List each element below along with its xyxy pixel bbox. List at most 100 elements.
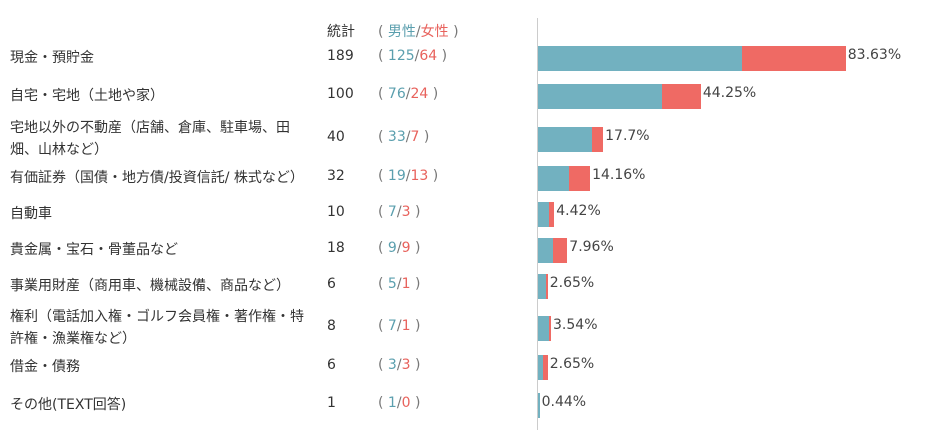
bar-segment	[661, 84, 701, 109]
paren: )	[423, 129, 430, 145]
sep: /	[405, 168, 411, 184]
paren: )	[432, 86, 439, 102]
paren: )	[453, 24, 459, 40]
bar-segment	[538, 316, 550, 341]
row-total: 100	[327, 86, 354, 102]
paren: (	[378, 318, 384, 334]
bar-segment	[538, 274, 547, 299]
row-label: その他(TEXT回答)	[10, 397, 127, 413]
sep: /	[405, 129, 411, 145]
row-split: ( 125/64 )	[378, 48, 447, 64]
bar-segment	[549, 202, 555, 227]
bar-segment	[538, 84, 662, 109]
bar-segment	[552, 238, 568, 263]
row-label: 自動車	[10, 206, 52, 222]
row-total: 40	[327, 129, 345, 145]
paren: (	[378, 129, 384, 145]
percent-label: 83.63%	[847, 47, 902, 63]
paren: )	[414, 357, 421, 373]
paren: (	[378, 240, 384, 256]
row-split: ( 76/24 )	[378, 86, 438, 102]
percent-label: 2.65%	[549, 356, 595, 372]
paren: )	[432, 168, 439, 184]
row-total: 189	[327, 48, 354, 64]
paren: (	[378, 276, 384, 292]
sep: /	[396, 395, 402, 411]
male-count: 5	[387, 276, 397, 292]
row-label: 貴金属・宝石・骨董品など	[10, 242, 178, 258]
axis-line	[537, 18, 538, 430]
row-total: 8	[327, 318, 336, 334]
male-count: 76	[387, 86, 406, 102]
row-label: 現金・預貯金	[10, 50, 94, 66]
paren: (	[378, 357, 384, 373]
row-split: ( 9/9 )	[378, 240, 420, 256]
legend-female: 女性	[420, 24, 449, 40]
paren: (	[378, 24, 384, 40]
sep: /	[415, 24, 421, 40]
female-count: 64	[419, 48, 438, 64]
row-label: 宅地以外の不動産（店舗、倉庫、駐車場、田畑、山林など）	[10, 120, 290, 158]
bar-segment	[538, 355, 543, 380]
row-label: 借金・債務	[10, 359, 80, 375]
paren: (	[378, 48, 384, 64]
row-split: ( 3/3 )	[378, 357, 420, 373]
paren: (	[378, 204, 384, 220]
female-count: 24	[410, 86, 429, 102]
row-label: 事業用財産（商用車、機械設備、商品など）	[10, 278, 290, 294]
female-count: 3	[401, 204, 411, 220]
bar-segment	[568, 166, 591, 191]
row-split: ( 7/1 )	[378, 318, 420, 334]
male-count: 3	[387, 357, 397, 373]
row-label: 有価証券（国債・地方債/投資信託/ 株式など）	[10, 170, 304, 186]
male-count: 1	[387, 395, 397, 411]
row-label: 権利（電話加入権・ゴルフ会員権・著作権・特許権・漁業権など）	[10, 309, 304, 347]
female-count: 13	[410, 168, 429, 184]
bar-segment	[538, 127, 592, 152]
sep: /	[396, 240, 402, 256]
bar-segment	[546, 274, 548, 299]
bar-segment	[538, 238, 553, 263]
percent-label: 14.16%	[592, 167, 646, 183]
sep: /	[396, 357, 402, 373]
paren: (	[378, 168, 384, 184]
percent-label: 44.25%	[702, 85, 757, 101]
row-total: 6	[327, 276, 336, 292]
row-total: 32	[327, 168, 345, 184]
paren: )	[414, 318, 421, 334]
male-count: 9	[387, 240, 397, 256]
row-split: ( 5/1 )	[378, 276, 420, 292]
male-count: 7	[387, 318, 397, 334]
bar-segment	[538, 393, 540, 418]
percent-label: 7.96%	[569, 239, 614, 255]
male-count: 7	[387, 204, 397, 220]
bar-segment	[538, 202, 550, 227]
row-label: 自宅・宅地（土地や家）	[10, 88, 164, 104]
percent-label: 3.54%	[553, 317, 598, 333]
header-total: 統計	[327, 24, 355, 40]
bar-segment	[542, 355, 548, 380]
paren: )	[414, 276, 421, 292]
header-split: ( 男性/女性 )	[378, 21, 459, 41]
row-split: ( 33/7 )	[378, 129, 429, 145]
paren: )	[441, 48, 448, 64]
male-count: 19	[387, 168, 406, 184]
female-count: 7	[410, 129, 420, 145]
paren: (	[378, 395, 384, 411]
bar-segment	[538, 166, 569, 191]
paren: )	[414, 395, 421, 411]
percent-label: 4.42%	[556, 203, 601, 219]
row-split: ( 1/0 )	[378, 395, 420, 411]
sep: /	[414, 48, 420, 64]
row-total: 6	[327, 357, 336, 373]
row-total: 10	[327, 204, 345, 220]
percent-label: 2.65%	[549, 275, 595, 291]
sep: /	[396, 276, 402, 292]
sep: /	[405, 86, 411, 102]
row-split: ( 19/13 )	[378, 168, 438, 184]
sep: /	[396, 204, 402, 220]
female-count: 3	[401, 357, 411, 373]
male-count: 125	[387, 48, 415, 64]
percent-label: 0.44%	[541, 394, 587, 410]
